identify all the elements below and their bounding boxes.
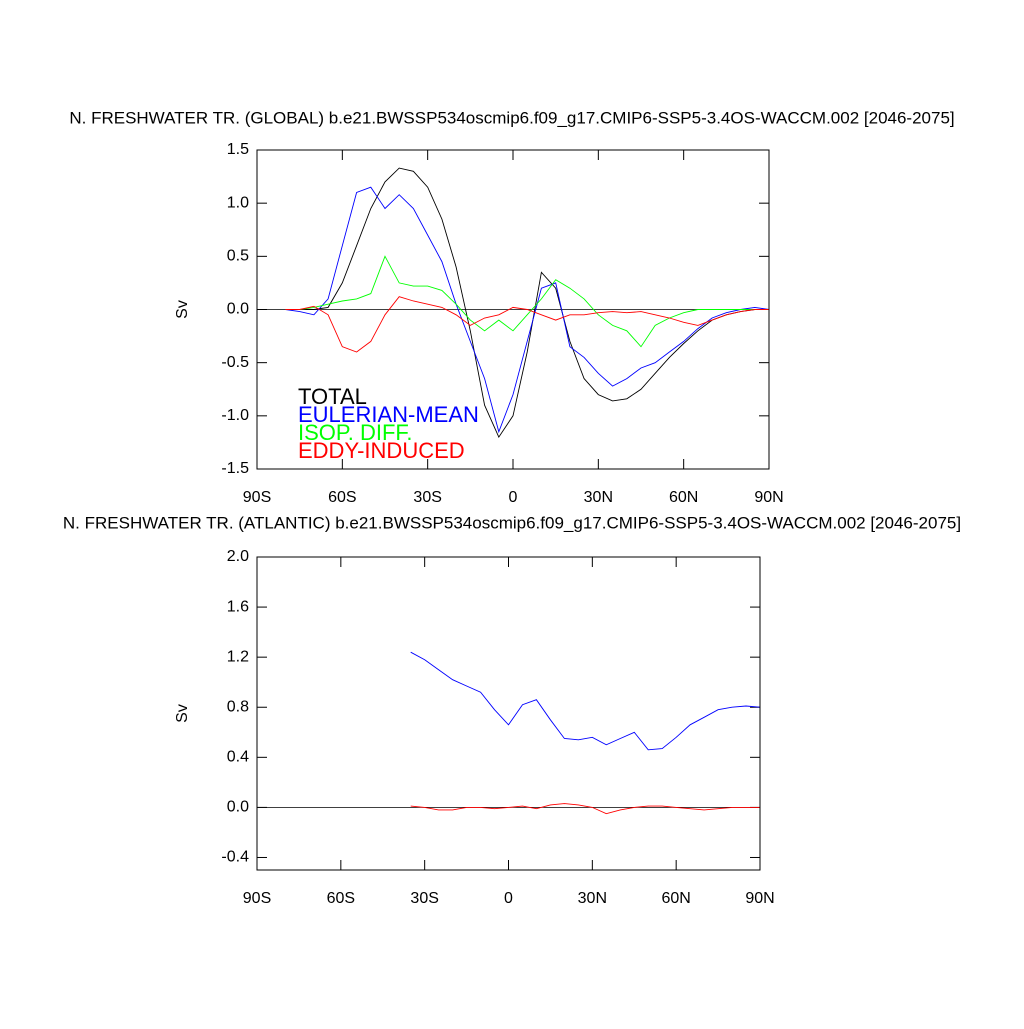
y-tick-label: 1.2 (227, 648, 249, 665)
x-tick-label: 60S (327, 890, 355, 907)
x-tick-label: 90N (754, 489, 783, 506)
series-line (285, 296, 769, 353)
y-tick-label: 0.8 (227, 698, 249, 715)
y-tick-label: -0.5 (221, 354, 249, 371)
y-tick-label: 0.0 (227, 799, 249, 816)
x-tick-label: 30N (584, 489, 613, 506)
legend-label: EULERIAN-MEAN (298, 402, 479, 427)
chart-title: N. FRESHWATER TR. (ATLANTIC) b.e21.BWSSP… (63, 513, 961, 532)
x-tick-label: 30N (578, 890, 607, 907)
y-tick-label: 1.6 (227, 598, 249, 615)
x-tick-label: 60N (661, 890, 690, 907)
y-tick-label: 0.5 (227, 248, 249, 265)
legend-label: TOTAL (298, 384, 367, 409)
y-tick-label: 2.0 (227, 548, 249, 565)
y-tick-label: -1.5 (221, 460, 249, 477)
x-tick-label: 90N (745, 890, 774, 907)
x-tick-label: 60S (328, 489, 356, 506)
x-tick-label: 90S (243, 489, 271, 506)
x-tick-label: 60N (669, 489, 698, 506)
x-tick-label: 0 (504, 890, 513, 907)
y-axis-label: Sv (174, 300, 191, 319)
x-tick-label: 30S (413, 489, 441, 506)
y-tick-label: -1.0 (221, 407, 249, 424)
x-tick-label: 0 (509, 489, 518, 506)
y-tick-label: 1.5 (227, 141, 249, 158)
y-tick-label: 0.4 (227, 749, 249, 766)
y-tick-label: -0.4 (221, 849, 249, 866)
y-tick-label: 1.0 (227, 194, 249, 211)
series-line (410, 803, 760, 815)
legend-label: EDDY-INDUCED (298, 438, 465, 463)
series-line (410, 651, 761, 751)
series-line (285, 255, 769, 348)
legend-label: ISOP. DIFF. (298, 420, 413, 445)
plot-frame (256, 149, 770, 470)
x-tick-label: 30S (410, 890, 438, 907)
series-line (285, 167, 769, 439)
y-tick-label: 0.0 (227, 301, 249, 318)
x-tick-label: 90S (243, 890, 271, 907)
plot-frame (256, 556, 761, 871)
y-axis-label: Sv (174, 704, 191, 723)
chart-title: N. FRESHWATER TR. (GLOBAL) b.e21.BWSSP53… (69, 108, 954, 127)
series-line (285, 186, 770, 434)
